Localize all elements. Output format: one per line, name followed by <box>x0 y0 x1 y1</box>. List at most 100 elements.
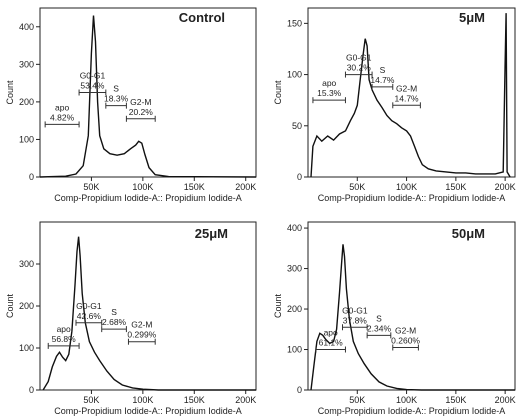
y-tick-label: 0 <box>29 172 34 182</box>
y-tick-label: 100 <box>287 70 302 80</box>
x-axis-label: Comp-Propidium Iodide-A:: Propidium Iodi… <box>54 193 242 203</box>
gate-percent: 2.68% <box>102 317 127 327</box>
panel-title: 50μM <box>452 226 485 241</box>
gate-s: S18.3% <box>104 84 129 109</box>
panel-4: 50K 100K 150K 200K 0 100 200 300 400 Comp-Propidi… <box>273 221 516 416</box>
gate-percent: 18.3% <box>104 94 129 104</box>
gate-name: apo <box>57 324 71 334</box>
y-tick-label: 400 <box>19 22 34 32</box>
gate-name: G0-G1 <box>76 301 102 311</box>
gate-percent: 30.2% <box>347 63 372 73</box>
gate-percent: 37.8% <box>343 315 368 325</box>
y-tick-label: 400 <box>287 223 302 233</box>
panel-1: 50K 100K 150K 200K 0 100 200 300 400 Comp-Propidi… <box>5 7 257 203</box>
y-tick-label: 300 <box>19 59 34 69</box>
y-tick-label: 100 <box>19 343 34 353</box>
gate-percent: 14.7% <box>395 93 420 103</box>
y-tick-label: 0 <box>297 385 302 395</box>
gate-name: G2-M <box>395 325 416 335</box>
gate-percent: 15.3% <box>317 88 342 98</box>
gate-name: S <box>380 65 386 75</box>
gate-name: S <box>376 313 382 323</box>
x-tick-label: 200K <box>235 182 256 192</box>
y-tick-label: 100 <box>287 345 302 355</box>
x-tick-label: 200K <box>495 182 516 192</box>
x-tick-label: 200K <box>495 395 516 405</box>
y-tick-label: 0 <box>29 385 34 395</box>
histogram-curve <box>39 15 257 178</box>
gate-percent: 20.2% <box>129 107 154 117</box>
panel-title: 5μM <box>459 10 485 25</box>
panel-title: 25μM <box>195 226 228 241</box>
y-tick-label: 50 <box>292 121 302 131</box>
gate-s: S2.68% <box>101 307 127 333</box>
x-axis-label: Comp-Propidium Iodide-A:: Propidium Iodi… <box>318 406 506 416</box>
y-tick-label: 0 <box>297 172 302 182</box>
x-tick-label: 150K <box>445 182 466 192</box>
plot-frame <box>39 221 257 391</box>
gate-name: S <box>111 307 117 317</box>
gate-percent: 14.7% <box>370 75 395 85</box>
gate-name: S <box>113 84 119 94</box>
gate-g2-m: G2-M14.7% <box>392 83 421 109</box>
x-tick-label: 50K <box>349 182 365 192</box>
x-tick-label: 200K <box>235 395 256 405</box>
x-tick-label: 50K <box>83 395 99 405</box>
gate-percent: 0.299% <box>127 330 156 340</box>
histogram-curve <box>310 13 511 178</box>
gate-name: G2-M <box>396 83 417 93</box>
gate-name: G0-G1 <box>346 53 372 63</box>
histogram-curve <box>310 244 515 391</box>
x-tick-label: 150K <box>184 182 205 192</box>
y-tick-label: 150 <box>287 18 302 28</box>
gate-name: apo <box>322 78 336 88</box>
y-axis-label: Count <box>5 80 15 105</box>
gate-name: G0-G1 <box>80 71 106 81</box>
gate-percent: 56.8% <box>52 334 77 344</box>
y-axis-label: Count <box>5 294 15 319</box>
x-axis-label: Comp-Propidium Iodide-A:: Propidium Iodi… <box>318 193 506 203</box>
x-axis-label: Comp-Propidium Iodide-A:: Propidium Iodi… <box>54 406 242 416</box>
x-tick-label: 100K <box>132 395 153 405</box>
gate-s: S2.34% <box>366 313 392 339</box>
x-tick-label: 50K <box>83 182 99 192</box>
x-tick-label: 150K <box>184 395 205 405</box>
histogram-curve <box>42 236 256 391</box>
x-tick-label: 100K <box>396 395 417 405</box>
gate-g2-m: G2-M0.260% <box>391 325 420 351</box>
gate-name: G2-M <box>130 97 151 107</box>
y-tick-label: 100 <box>19 134 34 144</box>
y-tick-label: 300 <box>287 264 302 274</box>
gate-g2-m: G2-M20.2% <box>125 97 156 122</box>
gate-name: G2-M <box>131 320 152 330</box>
panel-3: 50K 100K 150K 200K 0 100 200 300 Comp-Propidium … <box>5 221 257 416</box>
gate-name: apo <box>55 102 69 112</box>
gate-s: S14.7% <box>370 65 395 90</box>
plot-frame <box>307 7 516 178</box>
plot-frame <box>39 7 257 178</box>
gate-name: apo <box>324 328 338 338</box>
y-tick-label: 200 <box>287 304 302 314</box>
x-tick-label: 150K <box>445 395 466 405</box>
gate-percent: 42.6% <box>77 311 102 321</box>
gate-percent: 2.34% <box>367 323 392 333</box>
x-tick-label: 50K <box>349 395 365 405</box>
gate-percent: 61.1% <box>319 338 344 348</box>
panel-title: Control <box>179 10 225 25</box>
x-tick-label: 100K <box>396 182 417 192</box>
gate-g2-m: G2-M0.299% <box>127 320 157 345</box>
y-tick-label: 200 <box>19 97 34 107</box>
y-axis-label: Count <box>273 80 283 105</box>
gate-percent: 0.260% <box>391 335 420 345</box>
gate-percent: 4.82% <box>50 112 75 122</box>
gate-name: G0-G1 <box>342 305 368 315</box>
x-tick-label: 100K <box>132 182 153 192</box>
